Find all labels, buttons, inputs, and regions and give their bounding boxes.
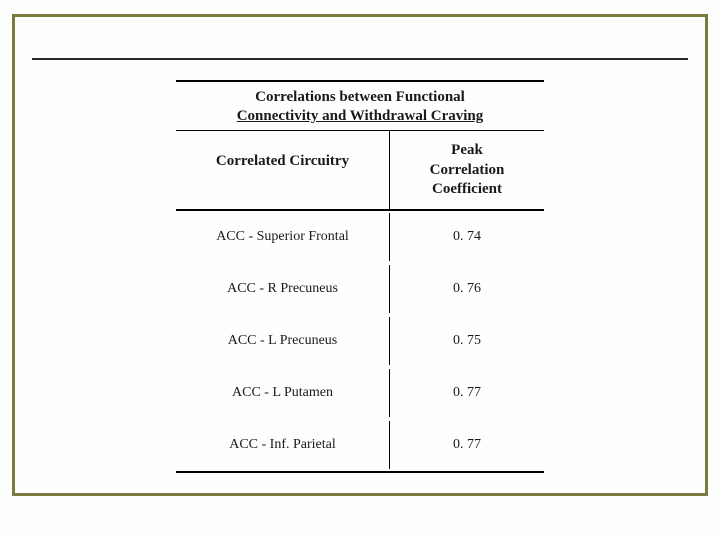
table-title-line1: Correlations between Functional: [255, 89, 465, 105]
table-row: ACC - L Precuneus 0. 75: [176, 315, 544, 367]
cell-coef: 0. 77: [390, 421, 544, 469]
table-header-row: Correlated Circuitry Peak Correlation Co…: [176, 131, 544, 211]
table-row: ACC - R Precuneus 0. 76: [176, 263, 544, 315]
cell-circuitry: ACC - R Precuneus: [176, 265, 390, 313]
header-correlated-circuitry: Correlated Circuitry: [176, 131, 390, 209]
title-separator-rule: [32, 58, 688, 60]
table-row: ACC - Inf. Parietal 0. 77: [176, 419, 544, 473]
cell-coef: 0. 77: [390, 369, 544, 417]
header-right-line1: Peak: [451, 142, 483, 158]
cell-coef: 0. 76: [390, 265, 544, 313]
correlation-table: Correlations between Functional Connecti…: [176, 80, 544, 473]
cell-coef: 0. 75: [390, 317, 544, 365]
cell-circuitry: ACC - Inf. Parietal: [176, 421, 390, 469]
cell-circuitry: ACC - L Precuneus: [176, 317, 390, 365]
cell-circuitry: ACC - L Putamen: [176, 369, 390, 417]
table-row: ACC - L Putamen 0. 77: [176, 367, 544, 419]
table-row: ACC - Superior Frontal 0. 74: [176, 211, 544, 263]
header-right-line2: Correlation: [430, 162, 505, 178]
cell-coef: 0. 74: [390, 213, 544, 261]
slide: Correlations between Functional Connecti…: [0, 0, 720, 540]
header-right-line3: Coefficient: [432, 181, 502, 197]
table-title-line2: Connectivity and Withdrawal Craving: [237, 108, 484, 124]
cell-circuitry: ACC - Superior Frontal: [176, 213, 390, 261]
table-title: Correlations between Functional Connecti…: [176, 80, 544, 131]
header-peak-correlation: Peak Correlation Coefficient: [390, 131, 544, 209]
